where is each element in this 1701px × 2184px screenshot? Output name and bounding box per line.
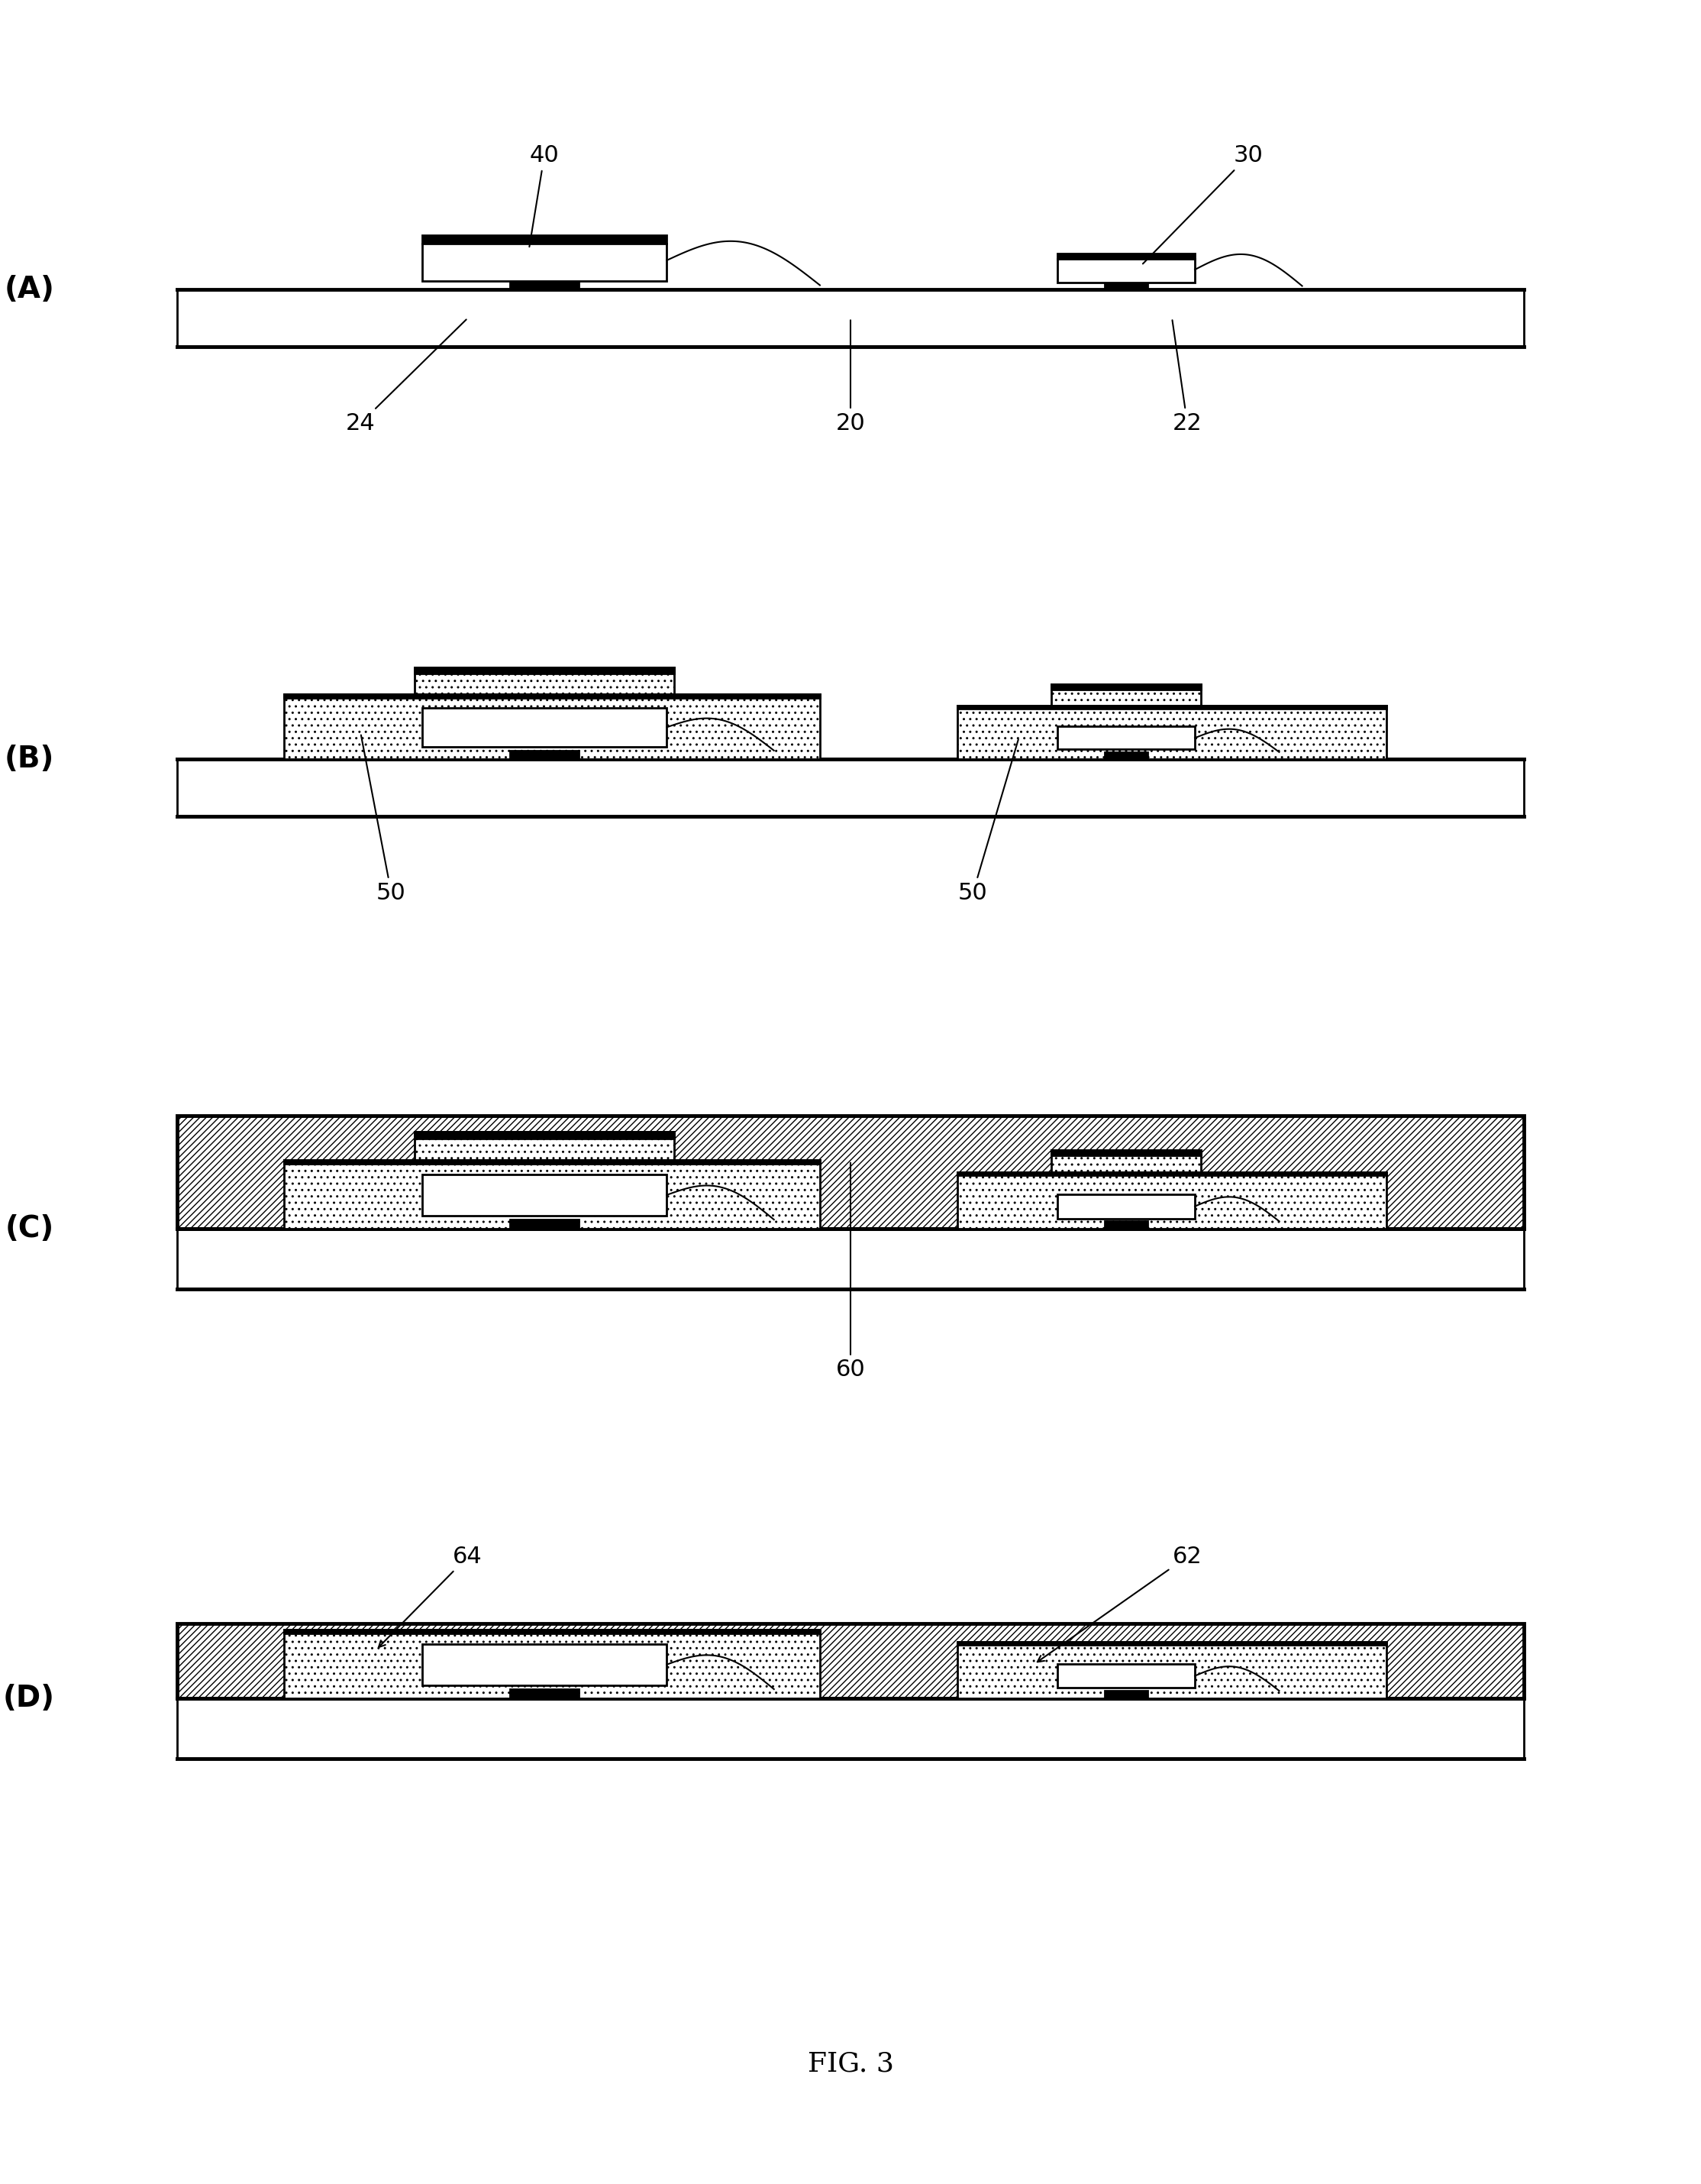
Bar: [958, 1642, 1386, 1699]
Text: 50: 50: [361, 736, 407, 904]
Bar: [422, 1175, 667, 1216]
Bar: [415, 668, 674, 675]
Bar: [284, 695, 820, 699]
Bar: [1104, 282, 1148, 288]
Bar: [958, 1173, 1386, 1175]
Bar: [422, 236, 667, 282]
Bar: [958, 705, 1386, 758]
Bar: [422, 708, 667, 747]
Bar: [415, 1131, 674, 1160]
Bar: [422, 1645, 667, 1686]
Text: 40: 40: [529, 144, 560, 247]
Bar: [958, 705, 1386, 708]
Text: (B): (B): [5, 745, 54, 773]
Bar: [1051, 684, 1201, 705]
Text: 30: 30: [1143, 144, 1264, 264]
Text: (A): (A): [3, 275, 54, 304]
Bar: [1058, 1195, 1196, 1219]
Bar: [415, 1131, 674, 1138]
Bar: [415, 666, 674, 695]
Bar: [1051, 1149, 1201, 1173]
Bar: [1051, 1149, 1201, 1155]
Bar: [177, 1227, 1524, 1289]
Text: (D): (D): [2, 1684, 54, 1712]
Bar: [284, 695, 820, 758]
Text: (C): (C): [5, 1214, 54, 1243]
Bar: [1058, 253, 1196, 260]
Bar: [1051, 684, 1201, 690]
Text: FIG. 3: FIG. 3: [808, 2051, 893, 2077]
Bar: [177, 1699, 1524, 1758]
Text: 60: 60: [835, 1162, 866, 1380]
Text: 22: 22: [1172, 321, 1203, 435]
Bar: [1104, 751, 1148, 758]
Bar: [177, 288, 1524, 347]
Bar: [177, 1116, 1524, 1227]
Bar: [1058, 1664, 1196, 1688]
Bar: [510, 751, 578, 758]
Bar: [510, 282, 578, 288]
Bar: [1058, 253, 1196, 282]
Bar: [177, 758, 1524, 817]
Text: 62: 62: [1038, 1546, 1203, 1662]
Text: 50: 50: [958, 740, 1019, 904]
Text: 24: 24: [345, 319, 466, 435]
Bar: [422, 236, 667, 242]
Bar: [1104, 1221, 1148, 1227]
Bar: [284, 1629, 820, 1634]
Bar: [958, 1173, 1386, 1227]
Bar: [1058, 727, 1196, 749]
Bar: [958, 1642, 1386, 1645]
Text: 64: 64: [379, 1546, 483, 1647]
Bar: [284, 1160, 820, 1164]
Text: 20: 20: [835, 321, 866, 435]
Bar: [284, 1629, 820, 1699]
Bar: [510, 1219, 578, 1227]
Bar: [510, 1688, 578, 1699]
Bar: [177, 1623, 1524, 1699]
Bar: [284, 1160, 820, 1227]
Bar: [1104, 1690, 1148, 1699]
